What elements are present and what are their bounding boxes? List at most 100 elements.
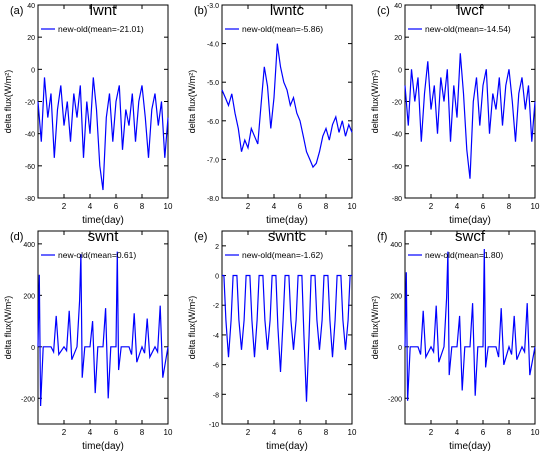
y-tick-label: 0 bbox=[215, 274, 219, 281]
y-tick-label: -8.0 bbox=[207, 196, 219, 203]
x-tick-label: 2 bbox=[246, 428, 251, 437]
panel-swnt: 2 4 6 8 10 400 200 0 -200 time(day) delta flux(W/m… bbox=[3, 228, 173, 452]
legend-label: new-old(mean=-14.54) bbox=[425, 24, 511, 34]
chart-title: lwnt bbox=[90, 2, 118, 19]
panel-lwcf: 2 4 6 8 10 40 20 0 -20 -40 -60 -80 time(day) delta fl… bbox=[370, 2, 540, 226]
y-tick-label: 0 bbox=[398, 67, 402, 74]
legend-label: new-old(mean=0.61) bbox=[58, 250, 136, 260]
x-tick-label: 6 bbox=[481, 428, 486, 437]
x-tick-label: 8 bbox=[140, 202, 145, 211]
y-tick-label: -80 bbox=[25, 196, 35, 203]
legend-label: new-old(mean=-21.01) bbox=[58, 24, 144, 34]
plot-frame bbox=[221, 230, 353, 425]
y-tick-label: -80 bbox=[392, 196, 402, 203]
panel-swntc: 2 4 6 8 10 2 0 -2 -4 -6 -8 -10 time(day) delta flux(W… bbox=[187, 228, 357, 452]
x-tick-label: 10 bbox=[348, 202, 357, 211]
series-line bbox=[221, 43, 353, 169]
panel-label: (c) bbox=[377, 5, 390, 17]
x-tick-label: 6 bbox=[481, 202, 486, 211]
x-axis-label: time(day) bbox=[266, 441, 308, 452]
y-tick-label: 0 bbox=[398, 345, 402, 352]
y-tick-label: -7.0 bbox=[207, 157, 219, 164]
x-tick-label: 10 bbox=[531, 428, 540, 437]
y-tick-label: 400 bbox=[23, 242, 35, 249]
y-tick-label: -40 bbox=[25, 132, 35, 139]
x-tick-label: 4 bbox=[88, 202, 93, 211]
y-tick-label: -5.0 bbox=[207, 80, 219, 87]
y-tick-label: -20 bbox=[25, 100, 35, 107]
x-tick-label: 4 bbox=[455, 202, 460, 211]
y-tick-label: -200 bbox=[21, 396, 35, 403]
y-tick-label: -4.0 bbox=[207, 42, 219, 49]
x-tick-label: 4 bbox=[455, 428, 460, 437]
x-axis-label: time(day) bbox=[82, 215, 124, 226]
y-tick-label: 200 bbox=[23, 293, 35, 300]
x-axis-label: time(day) bbox=[449, 215, 491, 226]
x-axis-label: time(day) bbox=[449, 441, 491, 452]
y-tick-label: -10 bbox=[209, 422, 219, 429]
y-tick-label: 20 bbox=[394, 35, 402, 42]
x-tick-label: 8 bbox=[324, 428, 329, 437]
x-tick-label: 6 bbox=[298, 428, 303, 437]
y-tick-label: -2 bbox=[213, 303, 219, 310]
y-tick-label: -60 bbox=[25, 164, 35, 171]
x-tick-label: 8 bbox=[507, 202, 512, 211]
x-tick-label: 6 bbox=[114, 202, 119, 211]
x-tick-label: 2 bbox=[62, 428, 67, 437]
x-tick-label: 6 bbox=[114, 428, 119, 437]
panel-label: (a) bbox=[10, 5, 23, 17]
y-tick-label: 0 bbox=[31, 67, 35, 74]
x-tick-label: 10 bbox=[531, 202, 540, 211]
x-tick-label: 6 bbox=[298, 202, 303, 211]
plot-frame bbox=[221, 4, 353, 199]
x-axis-label: time(day) bbox=[266, 215, 308, 226]
y-tick-label: -200 bbox=[388, 396, 402, 403]
x-tick-label: 10 bbox=[164, 428, 173, 437]
series-line bbox=[404, 53, 536, 179]
chart-title: swcf bbox=[455, 228, 486, 245]
y-tick-label: -4 bbox=[213, 333, 219, 340]
x-tick-label: 8 bbox=[507, 428, 512, 437]
y-axis-label: delta flux(W/m²) bbox=[3, 70, 13, 134]
y-tick-label: -40 bbox=[392, 132, 402, 139]
x-axis-label: time(day) bbox=[82, 441, 124, 452]
x-tick-label: 10 bbox=[348, 428, 357, 437]
panel-swcf: 2 4 6 8 10 400 200 0 -200 time(day) delta flux(W/m… bbox=[370, 228, 540, 452]
panel-label: (d) bbox=[10, 231, 23, 243]
series-line bbox=[37, 251, 169, 407]
x-tick-label: 2 bbox=[429, 428, 434, 437]
y-axis-label: delta flux(W/m²) bbox=[370, 70, 380, 134]
series-line bbox=[222, 274, 352, 402]
panel-lwntc: 2 4 6 8 10 -3.0 -4.0 -5.0 -6.0 -7.0 -8.0 time(day) d… bbox=[187, 2, 357, 226]
y-tick-label: 0 bbox=[31, 345, 35, 352]
panel-label: (e) bbox=[194, 231, 207, 243]
panel-lwnt: 2 4 6 8 10 40 20 0 -20 -40 -60 -80 time(day) delta fl… bbox=[3, 2, 173, 226]
x-tick-label: 10 bbox=[164, 202, 173, 211]
y-axis-label: delta flux(W/m²) bbox=[370, 296, 380, 360]
legend-label: new-old(mean=-1.62) bbox=[242, 250, 323, 260]
y-tick-label: -3.0 bbox=[207, 3, 219, 10]
y-tick-label: 40 bbox=[394, 3, 402, 10]
x-tick-label: 4 bbox=[88, 428, 93, 437]
chart-title: lwcf bbox=[457, 2, 484, 19]
y-tick-label: 2 bbox=[215, 244, 219, 251]
x-tick-label: 2 bbox=[246, 202, 251, 211]
x-tick-label: 2 bbox=[429, 202, 434, 211]
x-tick-label: 8 bbox=[324, 202, 329, 211]
series-line bbox=[404, 248, 536, 401]
panel-label: (f) bbox=[377, 231, 387, 243]
y-tick-label: -20 bbox=[392, 100, 402, 107]
y-tick-label: 40 bbox=[27, 3, 35, 10]
chart-title: swntc bbox=[268, 228, 307, 245]
y-tick-label: -6 bbox=[213, 363, 219, 370]
y-tick-label: 200 bbox=[390, 293, 402, 300]
y-tick-label: -8 bbox=[213, 392, 219, 399]
y-tick-label: 20 bbox=[27, 35, 35, 42]
y-tick-label: -60 bbox=[392, 164, 402, 171]
y-axis-label: delta flux(W/m²) bbox=[187, 296, 197, 360]
x-tick-label: 4 bbox=[272, 202, 277, 211]
x-tick-label: 2 bbox=[62, 202, 67, 211]
y-axis-label: delta flux(W/m²) bbox=[187, 70, 197, 134]
legend-label: new-old(mean=1.80) bbox=[425, 250, 503, 260]
